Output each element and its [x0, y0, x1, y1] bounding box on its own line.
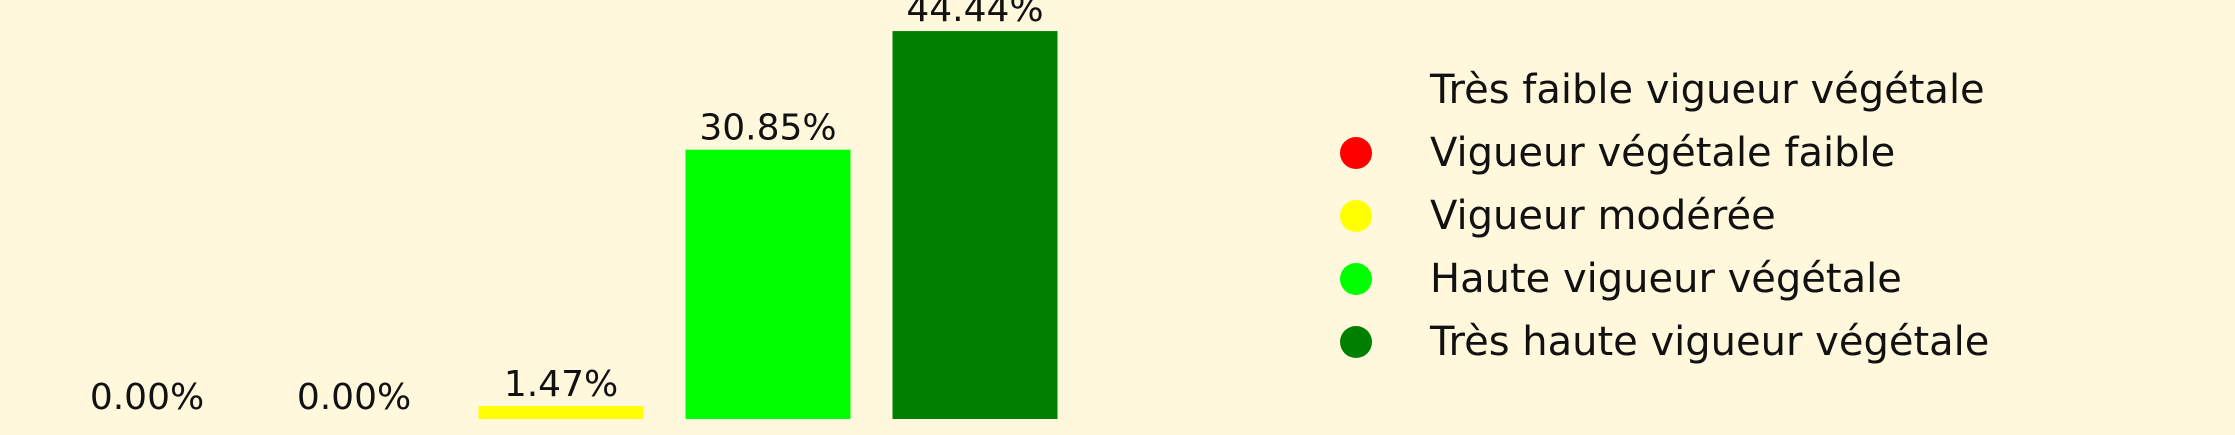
legend-swatch: [1340, 262, 1372, 295]
legend-label: Haute vigueur végétale: [1430, 255, 1902, 302]
data-label-2: 0.00%: [297, 377, 411, 418]
bar-chart: 0.00% 0.00% 1.47% 30.85% 44.44%: [90, 0, 1058, 420]
data-label-4: 30.85%: [699, 108, 836, 149]
legend-swatch: [1340, 325, 1372, 358]
data-label-1: 0.00%: [90, 377, 204, 418]
data-label-5: 44.44%: [906, 0, 1043, 30]
legend-label: Vigueur végétale faible: [1430, 129, 1896, 176]
bar-3: [478, 406, 644, 419]
data-label-3: 1.47%: [504, 364, 618, 405]
legend-item-haute: Haute vigueur végétale: [1340, 247, 1989, 310]
legend-label: Très faible vigueur végétale: [1430, 66, 1985, 113]
bar-4: [685, 149, 851, 420]
legend-label: Vigueur modérée: [1430, 192, 1776, 239]
bar-5: [892, 31, 1058, 419]
legend-item-tres-haute: Très haute vigueur végétale: [1340, 310, 1989, 373]
legend-item-moderee: Vigueur modérée: [1340, 184, 1989, 247]
legend-swatch: [1340, 73, 1372, 106]
legend-item-faible: Vigueur végétale faible: [1340, 121, 1989, 184]
legend-swatch: [1340, 136, 1372, 169]
legend-swatch: [1340, 199, 1372, 232]
legend-label: Très haute vigueur végétale: [1430, 318, 1990, 365]
legend-item-tres-faible: Très faible vigueur végétale: [1340, 58, 1989, 121]
chart-legend: Très faible vigueur végétale Vigueur vég…: [1340, 58, 1989, 373]
